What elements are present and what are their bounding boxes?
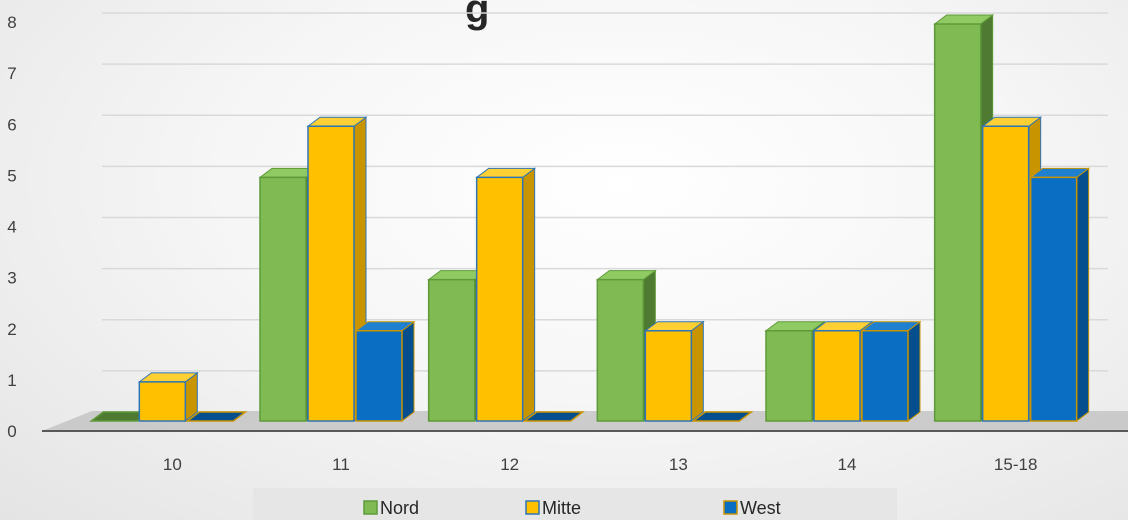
x-tick-label: 12 [500,455,519,474]
y-tick-label: 6 [7,115,16,134]
bar-top [185,411,248,422]
bar-side [907,320,921,422]
legend-label-mitte: Mitte [542,498,581,518]
x-tick-label: 13 [669,455,688,474]
bar-west-12 [522,411,585,422]
y-tick-label: 3 [7,269,16,288]
bar-mitte-13 [643,320,705,422]
y-tick-label: 0 [7,422,16,441]
bar-west-13 [691,411,754,422]
legend-label-west: West [740,498,781,518]
bar-mitte-12 [475,167,537,422]
legend-swatch-west [723,500,738,515]
y-tick-label: 5 [7,166,16,185]
bar-front [1029,176,1078,422]
bar-side [690,320,704,422]
bar-front [307,125,355,422]
legend-swatch-nord [363,500,378,515]
bar-front [427,278,476,422]
bar-front [644,330,693,422]
x-tick-label: 10 [163,455,182,474]
y-tick-label: 4 [7,218,16,237]
legend-label-nord: Nord [380,498,419,518]
y-tick-label: 1 [7,371,16,390]
bar-front [861,330,909,422]
legend: Nord Mitte West [253,488,897,520]
bar-top [522,411,585,422]
bar-west-14 [860,320,922,422]
bar-mitte-10 [137,371,199,422]
bar-front [933,23,982,422]
bar-west-11 [354,320,416,422]
bar-front [981,125,1030,422]
bar-side [401,320,415,422]
bar-mitte-11 [306,116,368,422]
bar-west-15-18 [1029,167,1091,422]
bar-front [813,330,861,422]
bars [89,14,1091,422]
x-tick-label: 14 [838,455,857,474]
bar-front [138,381,187,422]
chart-title-fragment: g [465,0,489,31]
y-tick-label: 2 [7,320,16,339]
bar-top [691,411,754,422]
x-tick-label: 15-18 [994,455,1037,474]
y-tick-label: 7 [7,64,16,83]
bar-front [259,176,307,422]
legend-swatch-mitte [525,500,540,515]
bar-front [765,330,813,422]
bar-west-10 [185,411,248,422]
bar-front [596,278,645,422]
bar-side [1076,167,1090,422]
x-tick-label: 11 [332,455,350,474]
legend-box [253,488,897,520]
bar-side [522,167,536,422]
bar-front [475,176,524,422]
bar-front [355,330,403,422]
y-tick-label: 8 [7,13,16,32]
